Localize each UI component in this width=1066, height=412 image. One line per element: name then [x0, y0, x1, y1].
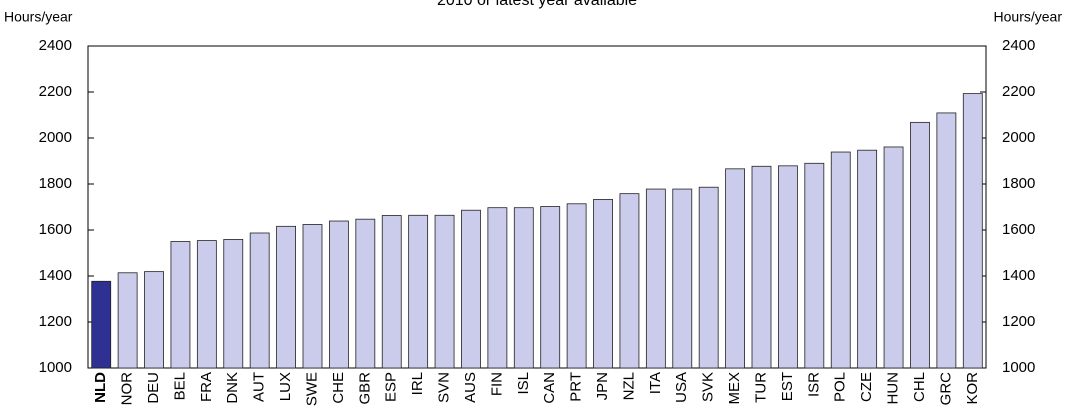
x-tick-label: DNK — [224, 372, 241, 404]
bar — [936, 112, 957, 369]
x-tick-label: MEX — [726, 372, 743, 405]
bar — [170, 241, 191, 369]
bar — [593, 199, 613, 369]
y-tick-label: 1400 — [39, 267, 72, 284]
y-tick-label: 1000 — [39, 359, 72, 376]
y-tick-label: 1800 — [39, 175, 72, 192]
bar — [196, 240, 217, 369]
y2-tick-label: 2000 — [1002, 129, 1035, 146]
x-tick-label: NZL — [620, 372, 637, 400]
bar — [804, 162, 825, 369]
x-tick-label: USA — [673, 372, 690, 403]
bar — [725, 168, 745, 369]
bar — [566, 203, 587, 369]
bar — [645, 188, 666, 369]
x-tick-label: NOR — [119, 372, 136, 406]
bar — [830, 151, 851, 369]
bar — [619, 193, 640, 369]
bar — [91, 280, 112, 369]
x-tick-label: CZE — [858, 372, 875, 402]
x-tick-label: GBR — [356, 372, 373, 405]
chart-subtitle: 2010 or latest year available — [437, 0, 637, 9]
y-tick-label: 2000 — [39, 129, 72, 146]
bar — [329, 220, 349, 369]
x-tick-label: GRC — [937, 372, 954, 406]
x-tick-label: CHE — [330, 372, 347, 404]
bar — [223, 239, 244, 369]
x-tick-label: SWE — [303, 372, 320, 406]
bar — [487, 207, 508, 369]
x-tick-label: IRL — [409, 372, 426, 395]
x-tick-label: KOR — [964, 372, 981, 405]
bar — [962, 93, 983, 369]
x-tick-label: CAN — [541, 372, 558, 404]
x-tick-label: PRT — [568, 372, 585, 402]
x-tick-label: EST — [779, 372, 796, 401]
y2-tick-label: 1200 — [1002, 313, 1035, 330]
y-tick-label: 1200 — [39, 313, 72, 330]
bar — [778, 165, 798, 369]
bar — [461, 209, 481, 369]
plot-frame — [87, 45, 987, 369]
bar — [117, 272, 138, 369]
bar — [883, 146, 904, 369]
bar — [434, 214, 455, 369]
y2-axis-label: Hours/year — [994, 9, 1063, 25]
bar — [408, 214, 429, 369]
x-tick-label: SVN — [436, 372, 453, 403]
x-tick-label: ESP — [383, 372, 400, 402]
x-tick-label: LUX — [277, 372, 294, 401]
bar — [144, 271, 164, 369]
x-tick-label: ISR — [805, 372, 822, 397]
x-tick-label: ISL — [515, 372, 532, 395]
x-tick-label: DEU — [145, 372, 162, 404]
x-tick-label: FRA — [198, 372, 215, 402]
x-tick-label: AUT — [251, 372, 268, 402]
x-tick-label: AUS — [462, 372, 479, 403]
bar — [302, 224, 323, 369]
y2-tick-label: 1600 — [1002, 221, 1035, 238]
x-tick-label: POL — [832, 372, 849, 402]
x-tick-label: SVK — [700, 372, 717, 402]
y-tick-label: 1600 — [39, 221, 72, 238]
bar — [540, 206, 561, 369]
x-tick-label: HUN — [885, 372, 902, 405]
x-tick-label: TUR — [752, 372, 769, 403]
y2-tick-label: 1000 — [1002, 359, 1035, 376]
bar — [698, 186, 719, 369]
bar — [751, 165, 772, 369]
bar — [355, 218, 376, 369]
x-tick-label: ITA — [647, 372, 664, 394]
y-tick-label: 2400 — [39, 37, 72, 54]
bar — [381, 215, 402, 369]
x-tick-label: BEL — [171, 372, 188, 400]
x-tick-label: NLD — [92, 372, 109, 403]
y2-tick-label: 2400 — [1002, 37, 1035, 54]
x-tick-label: CHL — [911, 372, 928, 402]
bar — [249, 232, 270, 369]
x-tick-label: JPN — [594, 372, 611, 400]
bar — [672, 188, 693, 369]
y2-tick-label: 2200 — [1002, 83, 1035, 100]
y-axis-label: Hours/year — [4, 9, 73, 25]
bar — [276, 225, 296, 369]
bar — [857, 149, 878, 369]
x-tick-label: FIN — [488, 372, 505, 396]
bar — [513, 207, 534, 369]
y2-tick-label: 1400 — [1002, 267, 1035, 284]
y-tick-label: 2200 — [39, 83, 72, 100]
y2-tick-label: 1800 — [1002, 175, 1035, 192]
bar — [910, 121, 930, 369]
